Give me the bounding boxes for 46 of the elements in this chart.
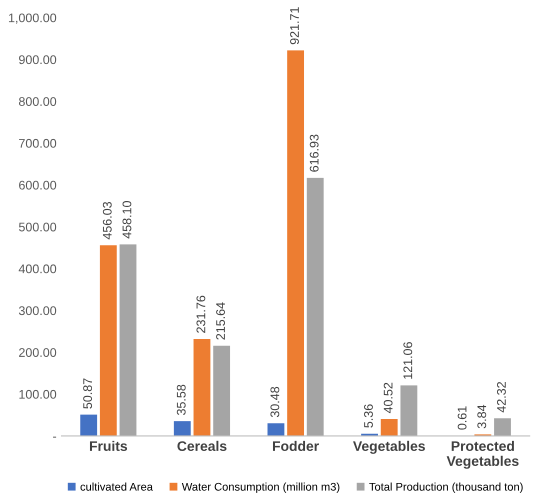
y-tick-label: 1,000.00 (8, 13, 56, 24)
data-label: 456.03 (102, 202, 112, 240)
bar (174, 421, 191, 436)
data-label: 30.48 (270, 386, 280, 418)
x-tick-label: Cereals (177, 440, 226, 452)
data-label: 0.61 (458, 406, 467, 430)
y-tick-label: 100.00 (19, 390, 56, 399)
data-label: 42.32 (497, 382, 506, 412)
legend-label: Total Production (thousand ton) (369, 482, 523, 493)
y-tick-label: 400.00 (18, 264, 56, 274)
legend-label: Water Consumption (million m3) (182, 482, 340, 493)
bar (268, 423, 284, 436)
bar (306, 178, 324, 436)
y-tick-label: - (53, 436, 56, 438)
y-tick-label: 600.00 (19, 180, 56, 190)
bar (494, 418, 511, 436)
x-tick-label: Vegetables (353, 440, 425, 454)
bar (380, 419, 398, 436)
bar (400, 385, 418, 436)
x-tick-label: Protected Vegetables (446, 440, 519, 469)
legend-label: cultivated Area (80, 482, 153, 491)
y-tick-label: 800.00 (18, 97, 56, 106)
y-tick-label: 500.00 (18, 222, 56, 232)
data-label: 616.93 (310, 134, 319, 172)
data-label: 121.06 (403, 342, 412, 379)
data-label: 231.76 (196, 296, 206, 333)
bar (213, 346, 230, 436)
data-label: 215.64 (216, 302, 225, 340)
x-tick-label: Fruits (90, 440, 128, 452)
y-tick-label: 900.00 (19, 55, 56, 64)
bar (100, 245, 117, 436)
y-tick-label: 700.00 (19, 138, 56, 148)
data-label: 5.36 (364, 404, 373, 428)
bar (120, 244, 136, 436)
data-label: 35.58 (176, 384, 186, 416)
data-label: 458.10 (122, 201, 132, 238)
data-label: 3.84 (477, 404, 486, 428)
bar (287, 50, 304, 436)
data-label: 40.52 (384, 382, 393, 414)
data-label: 50.87 (83, 378, 92, 409)
bar (194, 339, 210, 436)
data-label: 921.71 (290, 7, 299, 44)
x-tick-label: Fodder (272, 440, 319, 452)
y-tick-label: 300.00 (18, 306, 56, 316)
bar (80, 414, 98, 436)
y-tick-label: 200.00 (19, 348, 56, 357)
